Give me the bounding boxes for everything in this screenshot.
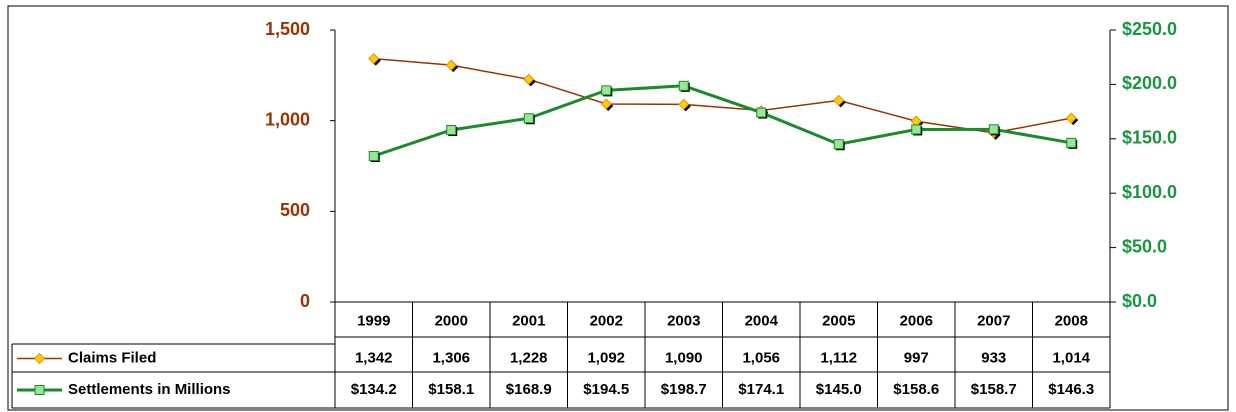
table-value: 1,056 bbox=[742, 349, 780, 366]
table-value: 1,092 bbox=[587, 349, 625, 366]
legend-label: Settlements in Millions bbox=[68, 381, 231, 398]
table-value: $158.1 bbox=[428, 381, 474, 398]
table-value: 1,090 bbox=[665, 349, 703, 366]
series-line bbox=[373, 84, 1072, 158]
x-tick-label: 2007 bbox=[977, 312, 1010, 329]
table-value: 1,112 bbox=[820, 349, 857, 366]
chart-frame bbox=[7, 5, 1229, 411]
y-tick-label: 1,500 bbox=[265, 19, 310, 39]
table-value: 1,306 bbox=[432, 349, 470, 366]
y2-tick-label: $150.0 bbox=[1122, 128, 1177, 148]
x-tick-label: 2002 bbox=[590, 312, 623, 329]
table-value: 1,014 bbox=[1052, 349, 1090, 366]
marker bbox=[523, 113, 534, 124]
marker bbox=[368, 53, 380, 65]
marker bbox=[678, 98, 690, 110]
marker bbox=[600, 98, 612, 110]
y-tick-label: 500 bbox=[280, 200, 310, 220]
marker bbox=[756, 107, 767, 118]
table-value: $174.1 bbox=[738, 381, 784, 398]
table-value: $198.7 bbox=[661, 381, 707, 398]
legend-marker bbox=[34, 385, 45, 395]
y-tick-label: 1,000 bbox=[265, 109, 310, 129]
legend-marker bbox=[33, 352, 46, 365]
y2-tick-label: $100.0 bbox=[1122, 182, 1177, 202]
marker bbox=[833, 139, 844, 150]
marker bbox=[911, 124, 922, 135]
marker bbox=[368, 150, 379, 161]
table-value: $158.7 bbox=[971, 381, 1017, 398]
x-tick-label: 2006 bbox=[900, 312, 933, 329]
y2-tick-label: $200.0 bbox=[1122, 73, 1177, 93]
marker bbox=[523, 73, 535, 85]
marker bbox=[988, 124, 999, 135]
marker bbox=[1066, 137, 1077, 148]
x-tick-label: 2000 bbox=[435, 312, 468, 329]
table-value: $134.2 bbox=[351, 381, 397, 398]
marker bbox=[833, 94, 845, 106]
table-value: 933 bbox=[981, 349, 1006, 366]
marker bbox=[1065, 112, 1077, 124]
table-value: $194.5 bbox=[583, 381, 629, 398]
x-tick-label: 1999 bbox=[357, 312, 390, 329]
table-value: $168.9 bbox=[506, 381, 552, 398]
table-value: $158.6 bbox=[893, 381, 939, 398]
marker bbox=[445, 59, 457, 71]
legend-label: Claims Filed bbox=[68, 349, 156, 366]
series-line bbox=[373, 57, 1072, 134]
table-value: 997 bbox=[904, 349, 929, 366]
y2-tick-label: $0.0 bbox=[1122, 291, 1157, 311]
table-value: 1,228 bbox=[510, 349, 548, 366]
x-tick-label: 2004 bbox=[745, 312, 779, 329]
table-value: 1,342 bbox=[355, 349, 393, 366]
marker bbox=[678, 80, 689, 91]
y-tick-label: 0 bbox=[300, 291, 310, 311]
table-value: $146.3 bbox=[1048, 381, 1094, 398]
y2-tick-label: $50.0 bbox=[1122, 236, 1167, 256]
table-value: $145.0 bbox=[816, 381, 862, 398]
y2-tick-label: $250.0 bbox=[1122, 19, 1177, 39]
x-tick-label: 2003 bbox=[667, 312, 700, 329]
x-tick-label: 2008 bbox=[1055, 312, 1088, 329]
marker bbox=[601, 85, 612, 96]
x-tick-label: 2005 bbox=[822, 312, 855, 329]
x-tick-label: 2001 bbox=[512, 312, 545, 329]
marker bbox=[446, 124, 457, 135]
